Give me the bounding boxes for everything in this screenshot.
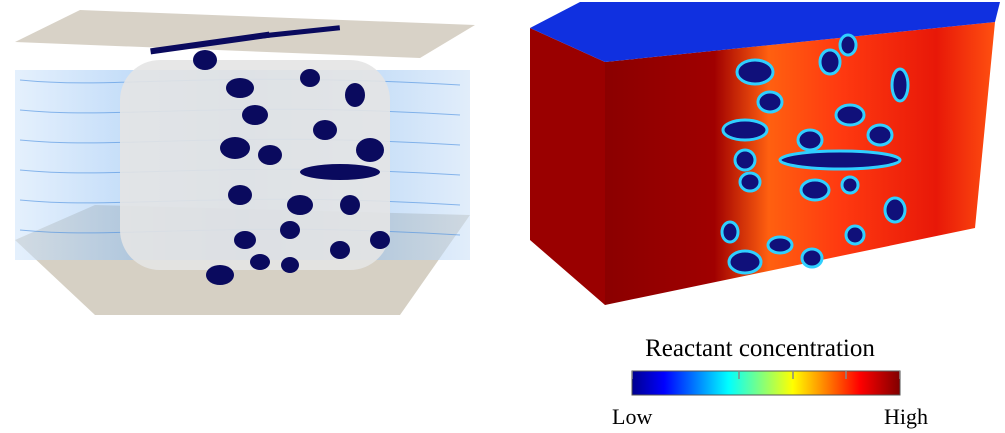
concentration-rendering: [530, 2, 1000, 305]
top-plane: [15, 10, 475, 58]
high-label: High: [884, 404, 928, 429]
side-face: [530, 28, 605, 305]
colorbar: [631, 370, 901, 396]
flow-rendering: [15, 10, 475, 315]
fibers: [120, 60, 390, 270]
top-face: [530, 2, 1000, 62]
fiber-sections: [720, 33, 910, 275]
colorbar-ticks: [631, 371, 901, 379]
low-label: Low: [612, 404, 652, 429]
fiber-ends: [150, 25, 390, 285]
colorbar-title: Reactant concentration: [645, 335, 875, 362]
